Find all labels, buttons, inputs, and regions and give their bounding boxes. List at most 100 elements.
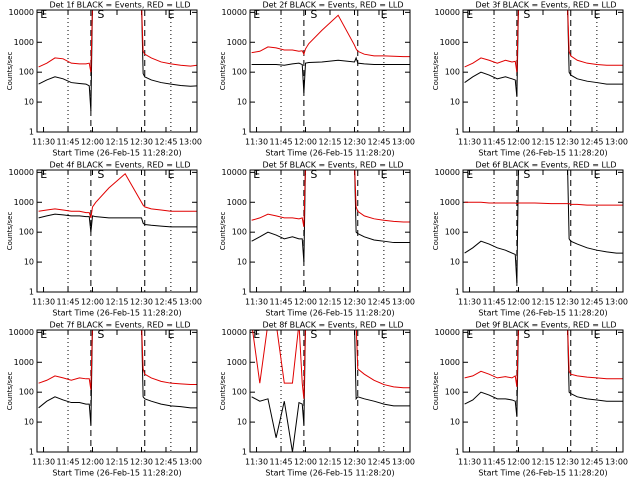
y-tick-label: 10000 (9, 328, 34, 337)
chart-title: Det 9f BLACK = Events, RED = LLD (475, 321, 616, 330)
series-line (38, 10, 197, 73)
x-tick-label: 13:00 (605, 458, 628, 467)
y-tick-label: 100 (445, 388, 460, 397)
x-axis-label: Start Time (26-Feb-15 11:28:20) (265, 309, 394, 318)
chart-title: Det 1f BLACK = Events, RED = LLD (49, 1, 190, 10)
event-label: E (40, 8, 47, 21)
x-axis-label: Start Time (26-Feb-15 11:28:20) (52, 309, 181, 318)
chart-title: Det 7f BLACK = Events, RED = LLD (49, 321, 190, 330)
x-tick-label: 12:45 (154, 298, 177, 307)
x-tick-label: 12:30 (130, 458, 153, 467)
y-tick-label: 1000 (227, 358, 247, 367)
x-axis-label: Start Time (26-Feb-15 11:28:20) (265, 149, 394, 158)
panel: Det 2f BLACK = Events, RED = LLD Start Ti… (219, 1, 415, 158)
x-tick-label: 11:30 (245, 298, 268, 307)
x-tick-label: 13:00 (392, 138, 415, 147)
x-tick-label: 11:45 (56, 458, 79, 467)
x-tick-label: 12:00 (294, 458, 317, 467)
series-line (38, 330, 197, 390)
series-line (251, 56, 410, 94)
y-axis-label: Counts/sec (6, 372, 14, 411)
y-tick-label: 1000 (227, 198, 247, 207)
y-tick-label: 1 (455, 448, 460, 457)
y-axis-label: Counts/sec (219, 212, 227, 251)
y-axis-label: Counts/sec (432, 52, 440, 91)
x-tick-label: 12:30 (556, 138, 579, 147)
y-tick-label: 1 (242, 288, 247, 297)
y-tick-label: 1 (242, 448, 247, 457)
chart-title: Det 6f BLACK = Events, RED = LLD (475, 161, 616, 170)
event-label: E (466, 8, 473, 21)
series-line (38, 10, 197, 112)
x-tick-label: 12:00 (507, 298, 530, 307)
plot-frame (249, 169, 411, 293)
x-tick-label: 12:00 (81, 298, 104, 307)
x-tick-label: 12:15 (531, 298, 554, 307)
event-label: E (168, 168, 175, 181)
x-tick-label: 12:30 (556, 298, 579, 307)
plot-frame (36, 169, 198, 293)
chart-title: Det 5f BLACK = Events, RED = LLD (262, 161, 403, 170)
event-label: E (466, 168, 473, 181)
y-tick-label: 1000 (440, 358, 460, 367)
series-line (38, 213, 197, 233)
y-tick-label: 1000 (440, 38, 460, 47)
x-tick-label: 12:45 (580, 298, 603, 307)
y-axis-label: Counts/sec (432, 372, 440, 411)
y-tick-label: 1 (29, 128, 34, 137)
y-tick-label: 1 (29, 288, 34, 297)
x-axis-label: Start Time (26-Feb-15 11:28:20) (52, 149, 181, 158)
y-axis-label: Counts/sec (219, 372, 227, 411)
x-tick-label: 11:30 (245, 458, 268, 467)
x-tick-label: 13:00 (179, 458, 202, 467)
y-axis-label: Counts/sec (6, 212, 14, 251)
panel: Det 8f BLACK = Events, RED = LLD Start Ti… (219, 321, 415, 478)
x-tick-label: 13:00 (392, 458, 415, 467)
event-label: S (97, 328, 104, 341)
y-tick-label: 10 (450, 258, 460, 267)
x-tick-label: 11:45 (269, 458, 292, 467)
x-axis-label: Start Time (26-Feb-15 11:28:20) (52, 469, 181, 478)
x-tick-label: 12:00 (294, 138, 317, 147)
y-tick-label: 100 (232, 228, 247, 237)
x-tick-label: 11:30 (245, 138, 268, 147)
panel: Det 9f BLACK = Events, RED = LLD Start Ti… (432, 321, 628, 478)
event-label: S (310, 8, 317, 21)
x-tick-label: 12:45 (154, 458, 177, 467)
chart-title: Det 4f BLACK = Events, RED = LLD (49, 161, 190, 170)
chart-title: Det 3f BLACK = Events, RED = LLD (475, 1, 616, 10)
y-tick-label: 1 (242, 128, 247, 137)
y-axis-label: Counts/sec (432, 212, 440, 251)
event-label: E (253, 168, 260, 181)
y-tick-label: 1 (455, 288, 460, 297)
y-axis-label: Counts/sec (219, 52, 227, 91)
chart-title: Det 2f BLACK = Events, RED = LLD (262, 1, 403, 10)
y-tick-label: 10000 (435, 328, 460, 337)
series-line (251, 170, 410, 263)
x-tick-label: 13:00 (605, 298, 628, 307)
x-tick-label: 12:15 (318, 298, 341, 307)
plot-frame (462, 169, 624, 293)
y-tick-label: 1000 (440, 198, 460, 207)
panel: Det 5f BLACK = Events, RED = LLD Start Ti… (219, 161, 415, 318)
x-tick-label: 12:00 (507, 458, 530, 467)
x-tick-label: 12:15 (105, 458, 128, 467)
x-tick-label: 12:45 (367, 298, 390, 307)
x-tick-label: 12:45 (367, 458, 390, 467)
x-tick-label: 11:45 (269, 298, 292, 307)
x-tick-label: 12:30 (130, 138, 153, 147)
event-label: E (381, 8, 388, 21)
series-line (464, 201, 623, 206)
series-line (464, 330, 623, 417)
series-line (252, 330, 410, 399)
x-tick-label: 13:00 (605, 138, 628, 147)
event-label: E (40, 328, 47, 341)
event-label: E (168, 8, 175, 21)
series-line (464, 10, 623, 73)
y-tick-label: 10 (24, 98, 34, 107)
x-tick-label: 12:30 (556, 458, 579, 467)
x-tick-label: 12:00 (81, 458, 104, 467)
y-tick-label: 10 (237, 98, 247, 107)
